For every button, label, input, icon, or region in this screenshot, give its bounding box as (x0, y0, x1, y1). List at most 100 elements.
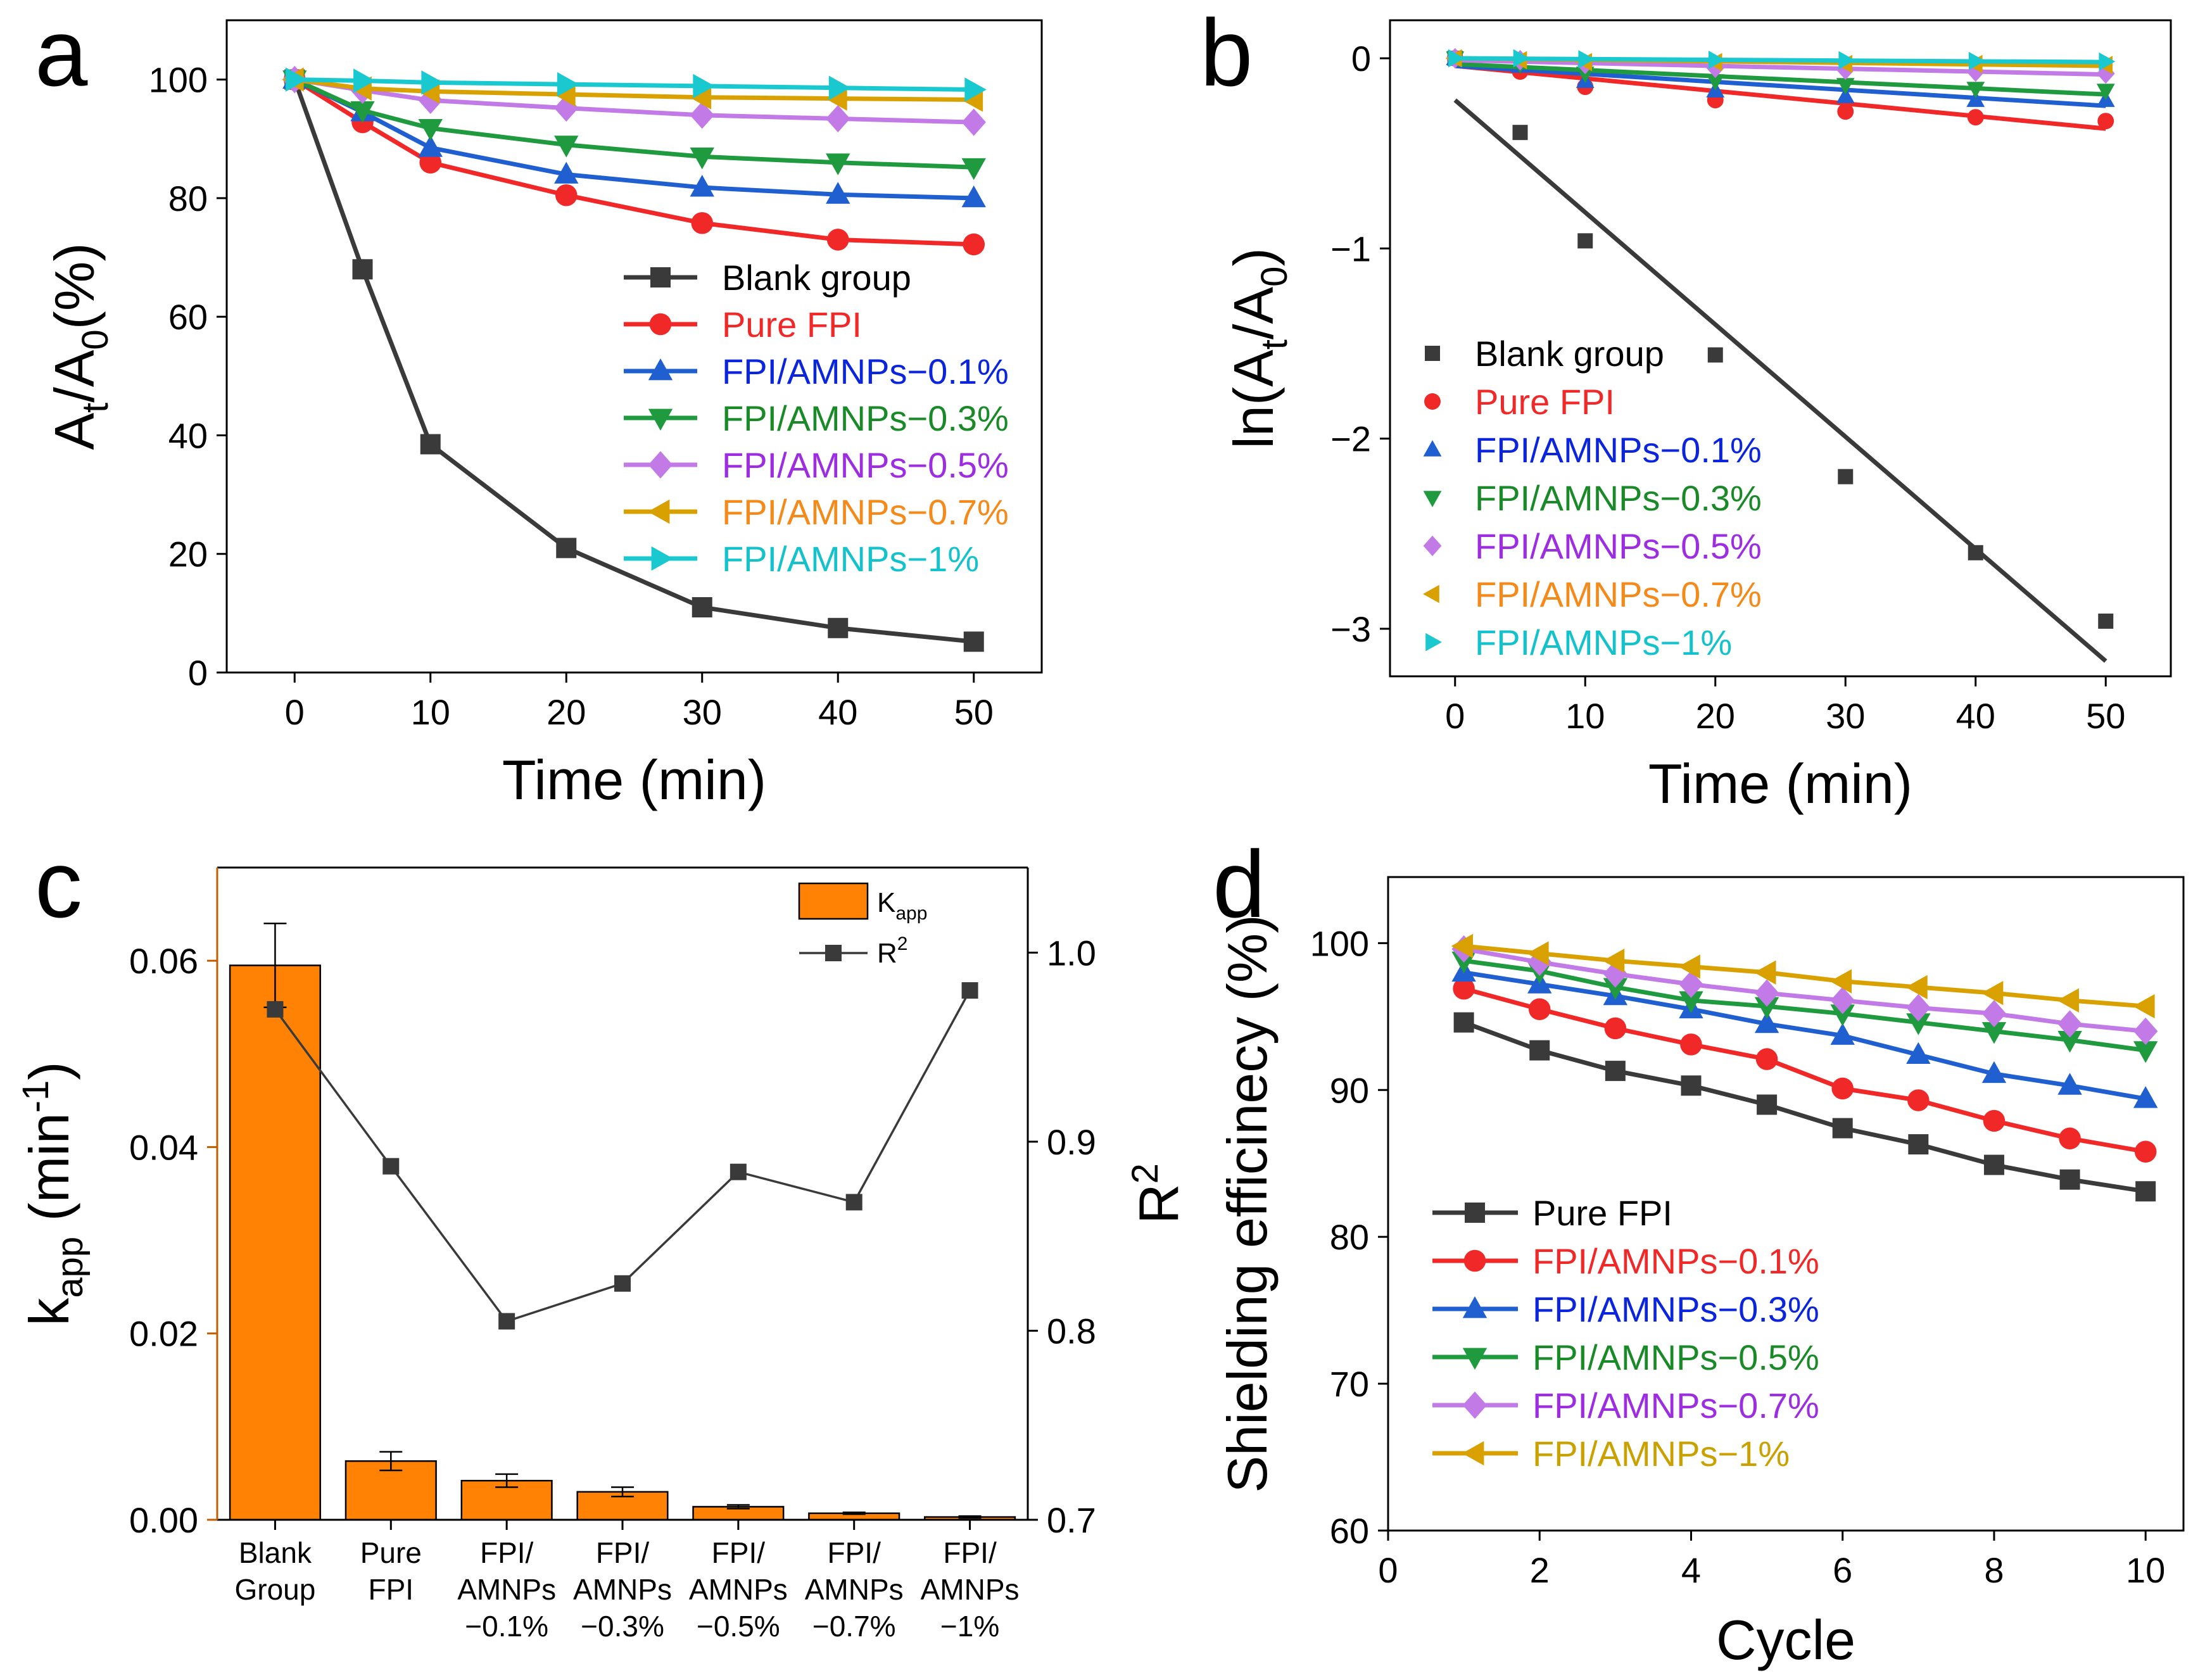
legend-marker (1423, 491, 1442, 507)
panel-letter-b: b (1200, 0, 1253, 106)
data-point (1679, 991, 1703, 1013)
data-point (1967, 109, 1984, 126)
legend-marker (648, 451, 673, 479)
data-point (1906, 1042, 1931, 1064)
series-line (1463, 970, 2146, 1101)
data-point (419, 151, 442, 174)
y-tick-label: 0 (1351, 39, 1371, 79)
data-point (1983, 1154, 2004, 1175)
fit-line (1453, 98, 2107, 663)
data-point (1679, 970, 1703, 998)
legend-marker (1423, 440, 1442, 457)
series-6 (1448, 49, 2116, 71)
data-point (2133, 1086, 2158, 1108)
data-point (2133, 994, 2155, 1019)
data-point (420, 434, 441, 455)
y-title-base: ln(A (1222, 350, 1285, 449)
x-axis-title: Time (min) (502, 748, 766, 811)
x-tick-label: 40 (1956, 696, 1995, 736)
data-point (1838, 469, 1854, 484)
data-point (693, 73, 715, 99)
legend-label: Blank group (722, 258, 911, 298)
data-point (1837, 103, 1854, 120)
y-title-tail: ) (18, 1061, 80, 1080)
data-point (1757, 1094, 1778, 1115)
x-tick-label: 4 (1681, 1550, 1701, 1590)
data-point (2057, 1010, 2082, 1038)
plot-frame-b (1389, 19, 2172, 678)
panel-letter-a: a (35, 0, 88, 106)
data-point (1907, 1089, 1930, 1111)
legend-base: R (877, 938, 897, 969)
y2-title-base: R (1127, 1184, 1190, 1224)
legend-label: FPI/AMNPs−0.5% (722, 445, 1009, 485)
legend-d: Pure FPI FPI/AMNPs−0.1% FPI/AMNPs−0.3% FPI/… (1432, 1193, 1819, 1474)
data-point (689, 85, 712, 110)
r2-point (845, 1194, 862, 1211)
legend-label: FPI/AMNPs−0.7% (1532, 1386, 1819, 1425)
category-label: −0.5% (697, 1610, 780, 1643)
x-tick-label: 20 (1696, 696, 1735, 736)
legend-label: FPI/AMNPs−0.7% (1475, 574, 1762, 614)
fit-line (1455, 56, 2106, 65)
y-axis-title: Shielding efficinecy (%) (1216, 914, 1279, 1493)
data-point (961, 158, 986, 180)
legend-label: Blank group (1475, 334, 1664, 374)
data-point (2057, 988, 2079, 1013)
data-point (2057, 1031, 2082, 1053)
legend-label: FPI/AMNPs−0.1% (722, 351, 1009, 391)
panel-d: 0 2 4 6 8 10 60 70 80 90 100 d Cycle Shielding effici… (1213, 831, 2185, 1671)
series-1 (1453, 977, 2157, 1163)
y-title-base: k (18, 1298, 80, 1326)
x-tick-label: 0 (1445, 696, 1465, 736)
data-point (352, 259, 373, 280)
data-point (1831, 1077, 1854, 1100)
data-point (556, 538, 577, 559)
x-tick-label: 0 (1378, 1550, 1398, 1590)
y-tick-label: 60 (1330, 1511, 1369, 1551)
data-point (421, 70, 443, 95)
data-point (554, 136, 579, 158)
r2-point (961, 982, 978, 999)
category-label: AMNPs (573, 1573, 672, 1606)
data-point (1983, 1109, 2006, 1132)
data-point (2133, 1017, 2158, 1045)
legend-marker (1465, 1203, 1485, 1223)
category-label: −0.7% (812, 1610, 896, 1643)
legend-label: FPI/AMNPs−1% (722, 539, 979, 579)
series-0 (284, 69, 984, 652)
data-point (964, 77, 987, 102)
plot-frame-d (1387, 876, 2185, 1532)
data-point (1577, 233, 1593, 249)
data-point (1602, 948, 1625, 973)
y-axis-title: kapp (min-1) (15, 1061, 91, 1325)
series-6 (285, 67, 987, 102)
data-point (2097, 113, 2114, 130)
data-point (1754, 960, 1776, 985)
data-point (691, 212, 714, 234)
fit-line (1455, 58, 2106, 77)
data-point (1968, 545, 1983, 560)
data-point (555, 184, 578, 206)
data-point (2057, 1073, 2082, 1095)
y-tick-label: 80 (168, 179, 208, 218)
y-axis-title: ln(At/A0) (1222, 248, 1295, 448)
y2-title-sup: 2 (1125, 1163, 1166, 1184)
data-point (1836, 87, 1855, 103)
y-tick-label: 100 (1310, 923, 1369, 963)
data-point (554, 161, 579, 184)
data-point (1680, 1033, 1702, 1056)
fit-line (1455, 63, 2106, 131)
y-title-tail: (%) (43, 243, 106, 329)
data-point (690, 101, 714, 129)
series-line (1463, 1020, 2146, 1194)
data-point (963, 233, 985, 256)
data-point (1512, 125, 1528, 141)
x-axis-title: Time (min) (1648, 752, 1912, 815)
series-line (1463, 958, 2146, 1053)
legend-label: FPI/AMNPs−0.3% (722, 398, 1009, 438)
data-point (1706, 74, 1725, 91)
data-point (961, 185, 986, 208)
data-point (1838, 51, 1855, 70)
